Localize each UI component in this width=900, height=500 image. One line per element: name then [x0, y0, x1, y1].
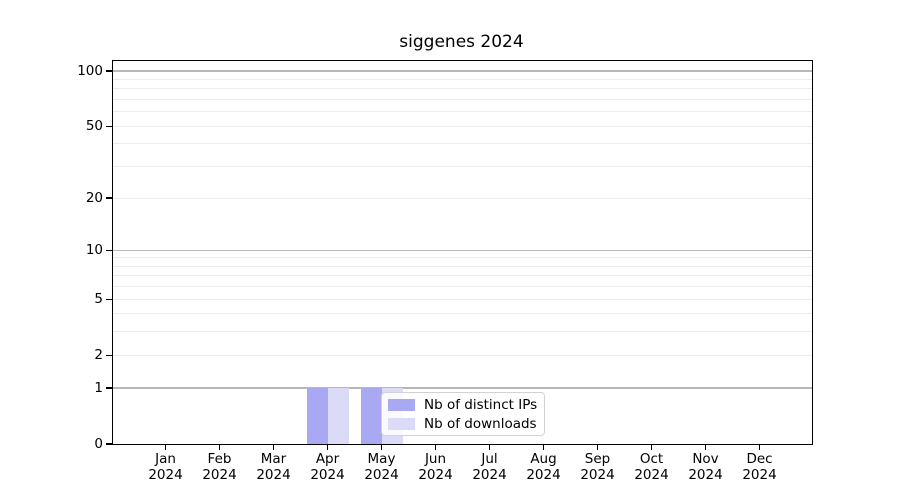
legend-label-downloads: Nb of downloads	[424, 415, 537, 432]
plot-area: Nb of distinct IPs Nb of downloads Jan 20…	[77, 60, 813, 483]
x-tick-month: Jun	[424, 451, 447, 467]
x-tick-label: Mar 2024	[246, 451, 302, 483]
x-tick-month: Feb	[207, 451, 232, 467]
chart-title: siggenes 2024	[399, 32, 524, 52]
y-tick-mark	[106, 197, 113, 199]
gridline-minor	[113, 111, 812, 113]
gridline-minor	[113, 265, 812, 267]
x-tick-label: Aug 2024	[516, 451, 572, 483]
x-tick-label: Nov 2024	[678, 451, 734, 483]
gridline-minor	[113, 354, 812, 356]
gridline-minor	[113, 79, 812, 81]
gridline-minor	[113, 166, 812, 168]
x-tick-month: Apr	[315, 451, 340, 467]
y-tick-label: 5	[94, 291, 103, 308]
x-tick-month: Oct	[639, 451, 664, 467]
x-tick-label: Oct 2024	[624, 451, 680, 483]
x-tick-mark	[758, 444, 761, 450]
x-tick-month: Mar	[260, 451, 287, 467]
x-tick-mark	[326, 444, 329, 450]
legend: Nb of distinct IPs Nb of downloads	[381, 392, 545, 436]
gridline-major	[113, 249, 812, 251]
x-tick-mark	[650, 444, 653, 450]
x-tick-mark	[596, 444, 599, 450]
gridline-minor	[113, 275, 812, 277]
gridline-minor	[113, 197, 812, 199]
y-tick-label: 50	[85, 118, 103, 135]
y-tick-label: 10	[85, 242, 103, 259]
x-tick-mark	[704, 444, 707, 450]
x-tick-mark	[164, 444, 167, 450]
x-tick-mark	[218, 444, 221, 450]
x-tick-month: Nov	[692, 451, 719, 467]
y-tick-label: 20	[85, 190, 103, 207]
x-tick-year: 2024	[202, 467, 237, 483]
legend-label-distinct-ips: Nb of distinct IPs	[424, 396, 538, 413]
x-tick-year: 2024	[472, 467, 507, 483]
gridline-minor	[113, 143, 812, 145]
x-tick-month: Jan	[155, 451, 176, 467]
x-tick-label: Apr 2024	[300, 451, 356, 483]
y-tick-mark	[106, 249, 113, 251]
y-tick-mark	[106, 443, 113, 445]
x-tick-label: Sep 2024	[570, 451, 626, 483]
x-tick-label: Jan 2024	[138, 451, 194, 483]
gridline-minor	[113, 286, 812, 288]
x-tick-label: Jul 2024	[462, 451, 518, 483]
x-tick-year: 2024	[634, 467, 669, 483]
x-tick-month: May	[367, 451, 396, 467]
gridline-minor	[113, 313, 812, 315]
y-tick-label: 1	[94, 379, 103, 396]
y-tick-label: 100	[77, 63, 103, 80]
x-tick-year: 2024	[742, 467, 777, 483]
gridline-minor	[113, 88, 812, 90]
y-tick-mark	[106, 125, 113, 127]
gridline-minor	[113, 331, 812, 333]
x-tick-label: Feb 2024	[192, 451, 248, 483]
x-tick-label: Jun 2024	[408, 451, 464, 483]
gridline-minor	[113, 298, 812, 300]
x-tick-mark	[434, 444, 437, 450]
x-tick-year: 2024	[310, 467, 345, 483]
x-tick-month: Jul	[481, 451, 498, 467]
x-tick-month: Aug	[530, 451, 557, 467]
legend-item-distinct-ips: Nb of distinct IPs	[388, 396, 538, 413]
gridline-major	[113, 387, 812, 389]
gridline-minor	[113, 99, 812, 101]
x-tick-year: 2024	[526, 467, 561, 483]
y-tick-mark	[106, 354, 113, 356]
x-tick-label: Dec 2024	[732, 451, 788, 483]
x-tick-year: 2024	[364, 467, 399, 483]
x-tick-mark	[380, 444, 383, 450]
x-tick-month: Sep	[584, 451, 611, 467]
x-tick-year: 2024	[256, 467, 291, 483]
bar-may-distinct-ips	[360, 388, 382, 444]
y-tick-label: 0	[94, 436, 103, 452]
y-tick-label: 2	[94, 347, 103, 364]
x-tick-mark	[542, 444, 545, 450]
x-tick-mark	[272, 444, 275, 450]
x-tick-year: 2024	[580, 467, 615, 483]
x-tick-month: Dec	[746, 451, 773, 467]
legend-item-downloads: Nb of downloads	[388, 415, 537, 432]
x-tick-label: May 2024	[354, 451, 410, 483]
gridline-minor	[113, 125, 812, 127]
x-tick-year: 2024	[418, 467, 453, 483]
x-tick-year: 2024	[688, 467, 723, 483]
y-tick-mark	[106, 387, 113, 389]
gridline-minor	[113, 257, 812, 259]
legend-swatch-downloads	[388, 417, 415, 430]
legend-swatch-distinct-ips	[388, 398, 415, 411]
gridline-major	[113, 70, 812, 72]
y-tick-mark	[106, 298, 113, 300]
x-tick-mark	[488, 444, 491, 450]
bar-apr-distinct-ips	[306, 388, 328, 444]
y-tick-mark	[106, 70, 113, 72]
bar-apr-downloads	[327, 388, 349, 444]
x-tick-year: 2024	[148, 467, 183, 483]
